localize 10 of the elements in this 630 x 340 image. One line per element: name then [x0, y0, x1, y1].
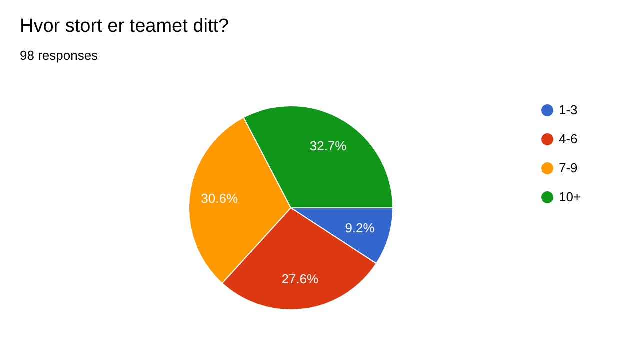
text: 98 responses [20, 48, 99, 63]
legend-label: 1-3 [559, 102, 578, 118]
legend-label: 7-9 [559, 160, 578, 176]
legend-label: 10+ [559, 190, 582, 204]
data-label: 9.2% [345, 220, 376, 236]
data-label: 32.7% [310, 138, 348, 154]
legend-label: 4-6 [559, 132, 578, 146]
chart-title: Hvor stort er teamet ditt? [20, 16, 230, 37]
data-label: 30.6% [201, 190, 238, 206]
data-label: 27.6% [282, 271, 319, 286]
